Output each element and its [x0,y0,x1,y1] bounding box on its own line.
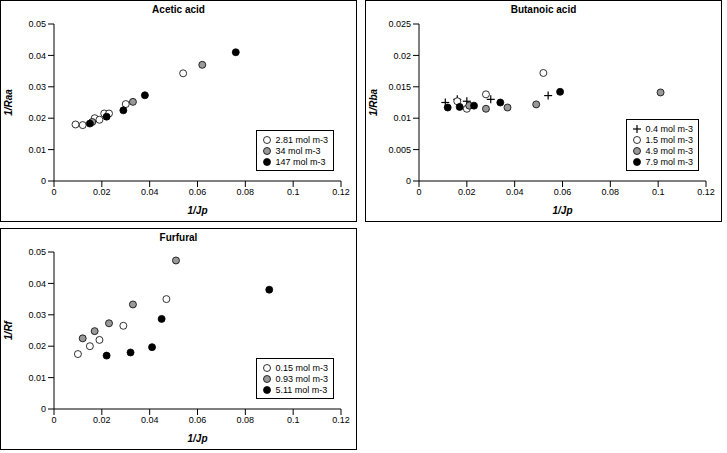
svg-text:1/Rf: 1/Rf [8,319,14,340]
svg-text:0.02: 0.02 [93,415,111,425]
html-text:0.93 mol m-3: 0.93 mol m-3 [275,373,328,384]
svg-text:0.02: 0.02 [458,187,476,197]
svg-text:0.03: 0.03 [28,310,46,320]
svg-text:0.08: 0.08 [602,187,620,197]
svg-text:0.005: 0.005 [388,145,411,155]
svg-text:0: 0 [41,404,46,414]
svg-text:0.01: 0.01 [28,373,46,383]
html-text:5.11 mol m-3: 5.11 mol m-3 [275,384,328,395]
svg-text:0.04: 0.04 [141,187,159,197]
svg-text:0.1: 0.1 [287,187,300,197]
svg-text:0.04: 0.04 [141,415,159,425]
html-text:0.4 mol m-3: 0.4 mol m-3 [645,123,693,134]
svg-text:0.03: 0.03 [28,82,46,92]
svg-text:0: 0 [51,415,56,425]
svg-text:1/Rba: 1/Rba [368,88,379,116]
svg-text:0.04: 0.04 [28,279,46,289]
svg-text:0.04: 0.04 [506,187,524,197]
svg-text:0.025: 0.025 [388,19,411,29]
html-text:1.5 mol m-3: 1.5 mol m-3 [645,134,693,145]
svg-text:0.06: 0.06 [554,187,572,197]
html-text:Butanoic acid: Butanoic acid [510,4,577,15]
svg-text:0.05: 0.05 [28,19,46,29]
svg-text:0.08: 0.08 [237,187,255,197]
html-text:7.9 mol m-3: 7.9 mol m-3 [645,156,693,167]
svg-text:0.12: 0.12 [697,187,715,197]
svg-text:1/Jp: 1/Jp [187,433,207,444]
svg-text:0.015: 0.015 [388,82,411,92]
svg-text:0.01: 0.01 [393,113,411,123]
html-text:34 mol m-3: 34 mol m-3 [275,145,321,156]
html-text:147 mol m-3: 147 mol m-3 [275,156,326,167]
svg-text:0: 0 [41,176,46,186]
svg-text:0.02: 0.02 [28,113,46,123]
svg-text:1/Jp: 1/Jp [552,205,572,216]
svg-text:0.02: 0.02 [93,187,111,197]
svg-text:0.06: 0.06 [189,415,207,425]
svg-text:0.02: 0.02 [393,51,411,61]
svg-text:0.08: 0.08 [237,415,255,425]
svg-text:0.1: 0.1 [652,187,665,197]
svg-text:0.1: 0.1 [287,415,300,425]
svg-text:1/Raa: 1/Raa [8,89,14,116]
svg-text:0.12: 0.12 [332,187,350,197]
svg-text:0.04: 0.04 [28,51,46,61]
svg-text:0.06: 0.06 [189,187,207,197]
svg-text:1/Jp: 1/Jp [187,205,207,216]
html-text:Acetic acid: Acetic acid [152,4,205,15]
html-text:Furfural: Furfural [159,232,198,243]
svg-text:0: 0 [51,187,56,197]
svg-text:0.12: 0.12 [332,415,350,425]
html-text:0.15 mol m-3: 0.15 mol m-3 [275,362,328,373]
svg-text:0.02: 0.02 [28,341,46,351]
html-text:2.81 mol m-3: 2.81 mol m-3 [275,134,328,145]
html-text:4.9 mol m-3: 4.9 mol m-3 [645,145,693,156]
svg-text:0: 0 [406,176,411,186]
svg-text:0.01: 0.01 [28,145,46,155]
svg-text:0.05: 0.05 [28,247,46,257]
svg-text:0: 0 [416,187,421,197]
